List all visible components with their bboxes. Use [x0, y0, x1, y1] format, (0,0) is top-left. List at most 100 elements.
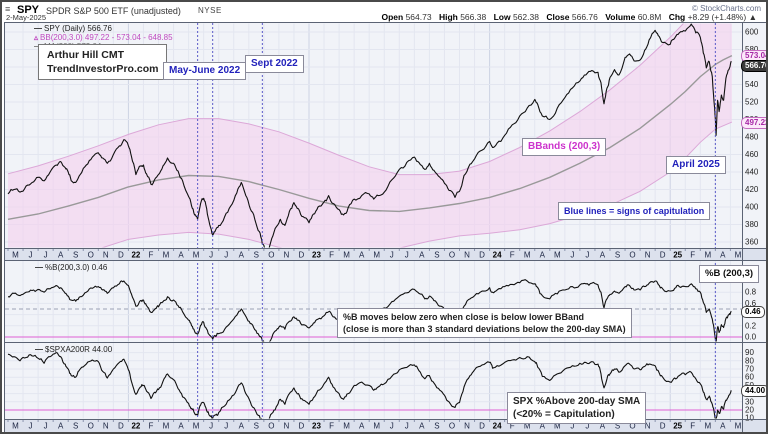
bollinger-lower-line	[101, 121, 733, 248]
x-axis-tick: M	[554, 422, 561, 431]
symbol: SPY	[17, 4, 40, 16]
x-axis-tick: O	[629, 251, 635, 260]
label-bbands: BBands (200,3)	[522, 138, 607, 156]
x-axis-tick: J	[29, 422, 33, 431]
x-axis-tick: F	[690, 251, 695, 260]
x-axis-tick: D	[118, 251, 124, 260]
x-axis-tick: J	[585, 251, 589, 260]
x-axis-tick: A	[419, 251, 425, 260]
y-axis-tick: 380	[745, 220, 759, 229]
x-axis-tick: J	[570, 422, 574, 431]
x-axis-tick: M	[163, 251, 170, 260]
y-axis-tick: 90	[745, 348, 754, 357]
menu-icon[interactable]: ≡	[5, 4, 11, 14]
x-axis-tick: O	[88, 251, 94, 260]
bollinger-upper-line	[7, 23, 685, 176]
x-axis-tick: A	[720, 251, 726, 260]
pctb-value-bubble: 0.46	[741, 306, 765, 318]
watermark-name: Arthur Hill CMT	[47, 49, 124, 61]
x-axis-tick: M	[193, 422, 200, 431]
x-axis-tick: J	[224, 422, 228, 431]
x-axis-tick: M	[735, 422, 742, 431]
legend-pctb: — %B(200,3.0) 0.46	[35, 263, 108, 272]
spxa200r-value-bubble: 44.00	[741, 385, 766, 397]
x-axis-tick: A	[178, 251, 184, 260]
watermark-site: TrendInvestorPro.com	[47, 63, 159, 75]
x-axis-tick: J	[44, 251, 48, 260]
y-axis-tick: 460	[745, 150, 759, 159]
x-axis-tick: M	[524, 422, 531, 431]
y-axis-tick: 0.0	[745, 333, 757, 342]
x-axis-tick: O	[88, 422, 94, 431]
attribution: © StockCharts.com	[691, 4, 761, 13]
legend-bbands: ▵ BB(200,3.0) 497.22 - 573.04 - 648.85	[34, 33, 173, 42]
x-axis-tick: N	[284, 422, 290, 431]
y-axis-tick: 600	[745, 28, 759, 37]
x-axis-tick: S	[73, 251, 78, 260]
x-axis-tick: D	[118, 422, 124, 431]
line-swatch-icon: —	[35, 345, 43, 354]
y-axis-tick: 60	[745, 373, 754, 382]
y-axis-tick: 0.2	[745, 321, 757, 330]
y-axis-tick: 520	[745, 98, 759, 107]
x-axis-tick: A	[58, 251, 64, 260]
y-axis-tick: 10	[745, 414, 754, 423]
x-axis-tick: A	[600, 251, 606, 260]
y-axis-tick: 580	[745, 45, 759, 54]
overlay-swatch-icon: ▵	[34, 33, 39, 42]
x-axis-tick: D	[479, 251, 485, 260]
x-axis-tick: S	[73, 422, 78, 431]
x-axis-tick: F	[690, 422, 695, 431]
bollinger-band-fill	[8, 23, 732, 248]
y-axis-tick: 0.8	[745, 288, 757, 297]
x-axis-tick: O	[268, 422, 274, 431]
x-axis-tick: D	[660, 251, 666, 260]
x-axis-tick: M	[524, 251, 531, 260]
x-axis-tick: M	[193, 251, 200, 260]
x-axis-tick: D	[479, 422, 485, 431]
x-axis-tick: J	[390, 251, 394, 260]
x-axis-tick: N	[464, 422, 470, 431]
high-label: High	[438, 12, 458, 22]
x-axis-tick: J	[224, 251, 228, 260]
x-axis-tick: N	[464, 251, 470, 260]
x-axis-tick: M	[373, 422, 380, 431]
x-axis-tick: N	[103, 251, 109, 260]
x-axis-tick: A	[540, 251, 546, 260]
close-label: Close	[546, 12, 570, 22]
y-axis-tick: 20	[745, 406, 754, 415]
x-axis-tick: 25	[673, 422, 682, 431]
x-axis-tick: 25	[673, 251, 682, 260]
x-axis-tick: A	[239, 251, 245, 260]
x-axis-tick: J	[44, 422, 48, 431]
chart-date: 2-May-2025	[6, 13, 47, 22]
quote-summary: Open 564.73 High 566.38 Low 562.38 Close…	[376, 12, 757, 22]
y-axis-tick: 400	[745, 203, 759, 212]
security-name: SPDR S&P 500 ETF (unadjusted)	[46, 6, 181, 16]
note-spx-capitulation: SPX %Above 200-day SMA (<20% = Capitulat…	[507, 392, 647, 424]
x-axis-tick: 22	[131, 422, 140, 431]
x-axis-tick: A	[540, 422, 546, 431]
x-axis-tick: J	[585, 422, 589, 431]
y-axis-tick: 80	[745, 356, 754, 365]
x-axis-tick: F	[510, 251, 515, 260]
x-axis-tick: J	[209, 422, 213, 431]
x-axis-strip	[4, 248, 766, 260]
x-axis-tick: O	[268, 251, 274, 260]
spxa200r-line	[7, 352, 732, 419]
label-april-2025: April 2025	[666, 156, 726, 174]
x-axis-tick: J	[390, 422, 394, 431]
x-axis-tick: F	[510, 422, 515, 431]
label-pctb-indicator: %B (200,3)	[699, 265, 760, 283]
x-axis-tick: A	[58, 422, 64, 431]
x-axis-tick: 24	[493, 251, 502, 260]
low-label: Low	[493, 12, 511, 22]
y-axis-tick: 480	[745, 133, 759, 142]
x-axis-tick: O	[629, 422, 635, 431]
x-axis-tick: M	[12, 422, 19, 431]
x-axis-tick: S	[254, 422, 259, 431]
y-axis-tick: 540	[745, 80, 759, 89]
x-axis-tick: M	[704, 251, 711, 260]
x-axis-tick: O	[449, 422, 455, 431]
